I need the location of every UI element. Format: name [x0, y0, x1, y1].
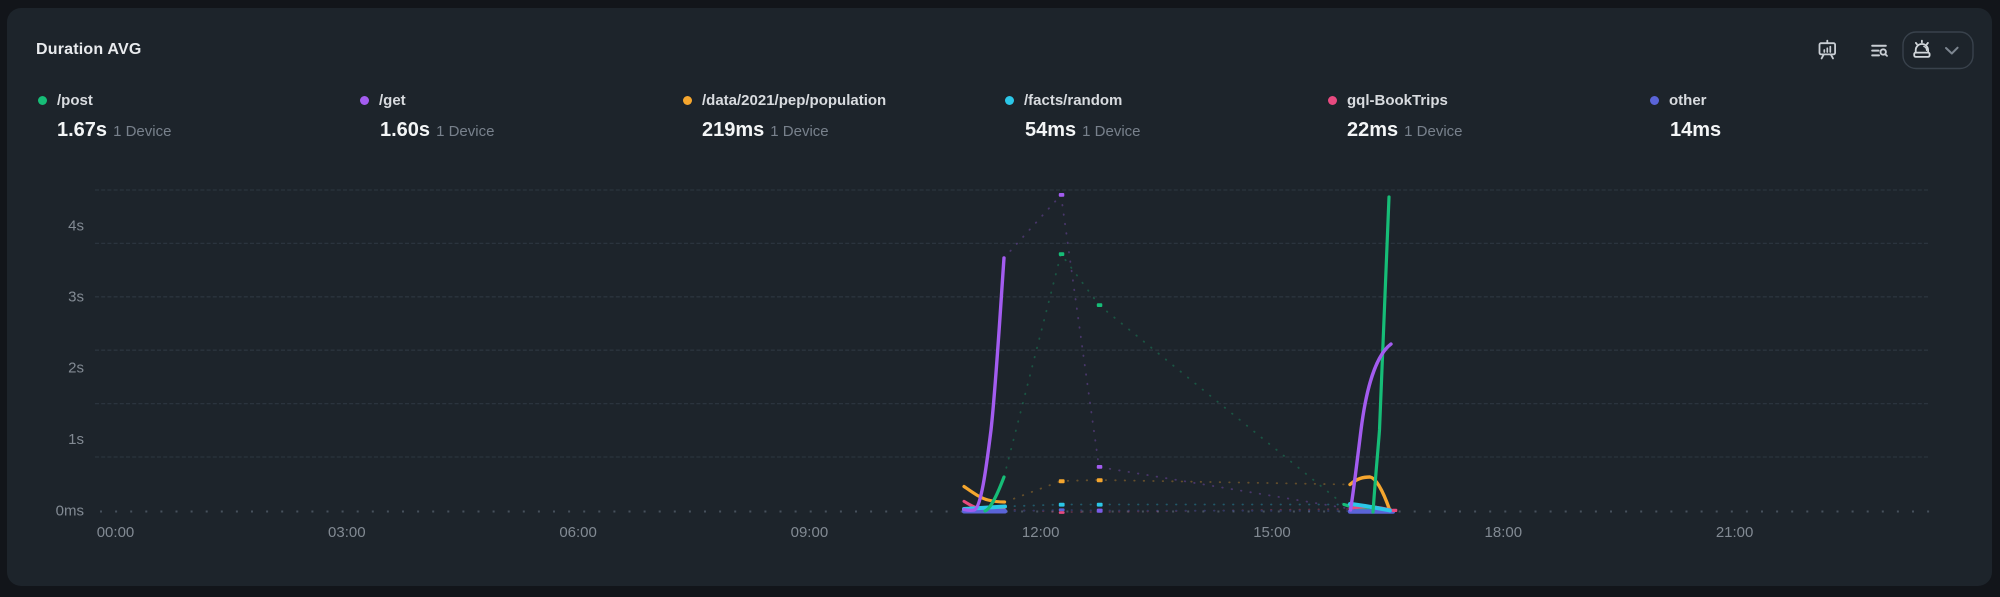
svg-text:4s: 4s [68, 218, 84, 235]
svg-text:21:00: 21:00 [1716, 524, 1754, 541]
svg-text:12:00: 12:00 [1022, 524, 1060, 541]
svg-text:00:00: 00:00 [97, 524, 135, 541]
svg-text:2s: 2s [68, 360, 84, 377]
svg-text:09:00: 09:00 [791, 524, 829, 541]
svg-text:0ms: 0ms [56, 502, 84, 519]
svg-text:18:00: 18:00 [1485, 524, 1523, 541]
svg-text:03:00: 03:00 [328, 524, 366, 541]
svg-text:1s: 1s [68, 431, 84, 448]
svg-text:3s: 3s [68, 289, 84, 306]
svg-text:15:00: 15:00 [1253, 524, 1291, 541]
svg-text:06:00: 06:00 [559, 524, 597, 541]
